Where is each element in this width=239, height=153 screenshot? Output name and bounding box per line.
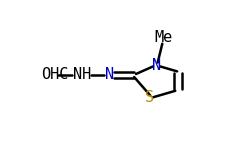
Text: N: N xyxy=(152,58,161,73)
Text: N: N xyxy=(105,67,114,82)
Text: S: S xyxy=(145,90,154,105)
Text: OHC: OHC xyxy=(41,67,68,82)
Text: NH: NH xyxy=(73,67,91,82)
Text: Me: Me xyxy=(154,30,172,45)
